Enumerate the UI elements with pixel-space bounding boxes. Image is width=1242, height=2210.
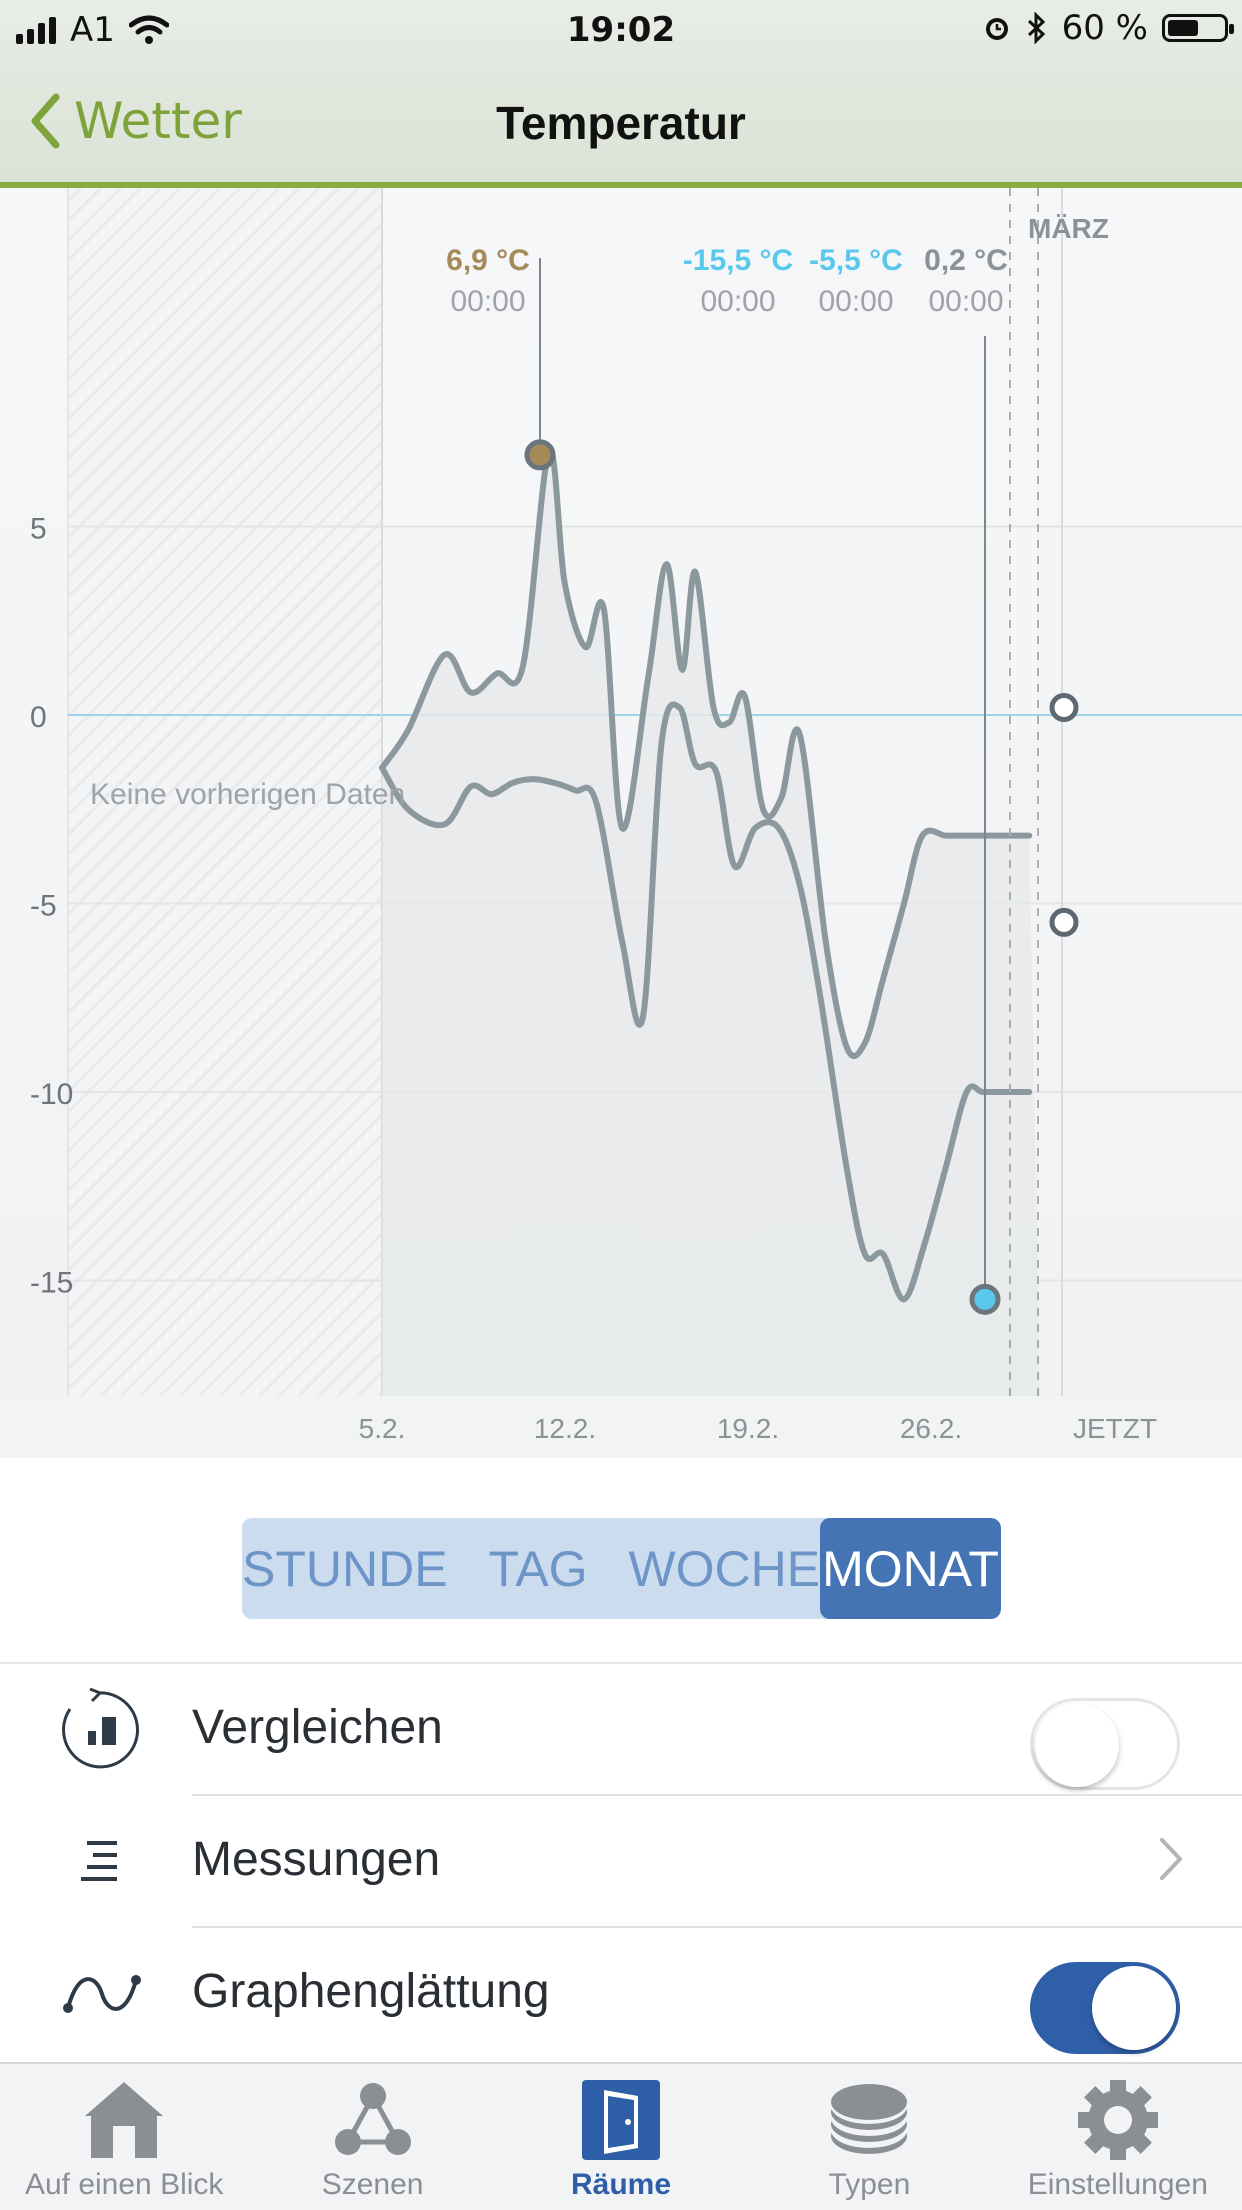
range-area [382,449,1040,1396]
battery-icon [1162,14,1234,42]
temperature-chart[interactable]: 5 0 -5 -10 -15 MÄRZ Keine vorherigen Daten 6,9 … [0,188,1242,1458]
door-icon [582,2080,661,2160]
y-tick-label: -5 [30,890,57,923]
back-label: Wetter [74,92,242,150]
compare-row[interactable]: Vergleichen [0,1664,1242,1796]
y-tick-label: 0 [30,701,47,734]
max-pin-dot [524,439,556,471]
chart-svg[interactable]: 5 0 -5 -10 -15 MÄRZ Keine vorherigen Daten 6,9 … [0,188,1242,1458]
x-tick-label: 5.2. [359,1413,406,1444]
marker-time-label: 00:00 [818,285,893,318]
alarm-icon [985,18,1008,40]
tab-bar: Auf einen Blick Szenen Räume [0,2062,1242,2210]
chevron-left-icon [31,93,60,149]
smoothing-toggle[interactable] [1030,1962,1180,2054]
segment-woche[interactable]: WOCHE [628,1540,821,1597]
chart-lines [379,447,1033,1303]
scenes-icon [334,2083,411,2155]
min-pin-dot [969,1283,1001,1315]
smoothing-toggle-knob [1092,1966,1176,2050]
max-series-line [379,447,1033,1060]
chevron-right-icon[interactable] [1158,1836,1184,1894]
options-list: Vergleichen Messungen Graphenglättung [0,1662,1242,2060]
current-value-dot [1049,907,1079,937]
status-right: 60 % [982,8,1234,48]
marker-value-label: -5,5 °C [809,244,903,277]
time-range-segmented-control: STUNDE TAG WOCHE MONAT [242,1518,1001,1619]
list-icon [60,1822,146,1902]
tab-label: Typen [828,2168,911,2201]
month-marker: MÄRZ [1028,213,1109,244]
tab-label: Einstellungen [1027,2168,1208,2201]
wifi-icon [128,15,169,44]
navigation-bar: Wetter Temperatur [0,62,1242,188]
x-tick-label: 26.2. [900,1413,962,1444]
layers-icon [831,2084,908,2154]
measurements-label: Messungen [192,1833,441,1886]
tab-label: Auf einen Blick [24,2168,224,2201]
marker-value-label: 6,9 °C [446,244,530,277]
y-tick-label: -10 [30,1078,73,1111]
current-value-dot [1049,692,1079,722]
row-divider [192,1794,1242,1796]
compare-toggle[interactable] [1030,1698,1180,1790]
chart-labels: 5 0 -5 -10 -15 MÄRZ Keine vorherigen Daten 6,9 … [30,213,1157,1444]
gear-icon [1077,2080,1158,2160]
min-series-line [379,701,1033,1303]
tab-einstellungen[interactable]: Einstellungen [994,2064,1242,2210]
y-tick-label: 5 [30,513,47,546]
compare-label: Vergleichen [192,1701,443,1754]
row-divider [192,1926,1242,1928]
back-button[interactable]: Wetter [30,92,242,150]
tab-label: Räume [570,2168,672,2201]
tab-szenen[interactable]: Szenen [248,2064,496,2210]
segment-stunde[interactable]: STUNDE [242,1540,448,1597]
tab-label: Szenen [321,2168,424,2201]
x-tick-label: 12.2. [534,1413,596,1444]
smoothing-label: Graphenglättung [192,1965,550,2018]
carrier-label: A1 [70,10,115,50]
bluetooth-icon [1027,12,1045,44]
status-time: 19:02 [566,10,676,50]
signal-icon [16,16,56,44]
x-tick-label: JETZT [1073,1413,1157,1444]
x-tick-label: 19.2. [717,1413,779,1444]
measurements-row[interactable]: Messungen [0,1796,1242,1928]
marker-value-label: -15,5 °C [683,244,793,277]
status-bar: A1 19:02 60 % [0,0,1242,62]
compare-icon [60,1687,146,1770]
tab-auf-einen-blick[interactable]: Auf einen Blick [0,2064,248,2210]
page-title: Temperatur [496,97,746,149]
status-left: A1 [16,10,169,50]
tab-typen[interactable]: Typen [745,2064,993,2210]
chart-overlay [524,188,1079,1396]
battery-percentage: 60 % [1061,8,1148,48]
marker-time-label: 00:00 [450,285,525,318]
marker-time-label: 00:00 [928,285,1003,318]
segment-tag[interactable]: TAG [488,1540,588,1597]
marker-time-label: 00:00 [700,285,775,318]
chart-area [382,449,1040,1396]
no-data-label: Keine vorherigen Daten [90,778,405,811]
home-icon [85,2082,164,2158]
marker-value-label: 0,2 °C [924,244,1008,277]
smoothing-row[interactable]: Graphenglättung [0,1928,1242,2060]
y-tick-label: -15 [30,1267,73,1300]
curve-icon [60,1954,146,2034]
chart-grid [68,188,1242,1396]
segment-monat[interactable]: MONAT [820,1518,1001,1619]
tab-raeume[interactable]: Räume [497,2064,745,2210]
compare-toggle-knob [1035,1703,1119,1787]
